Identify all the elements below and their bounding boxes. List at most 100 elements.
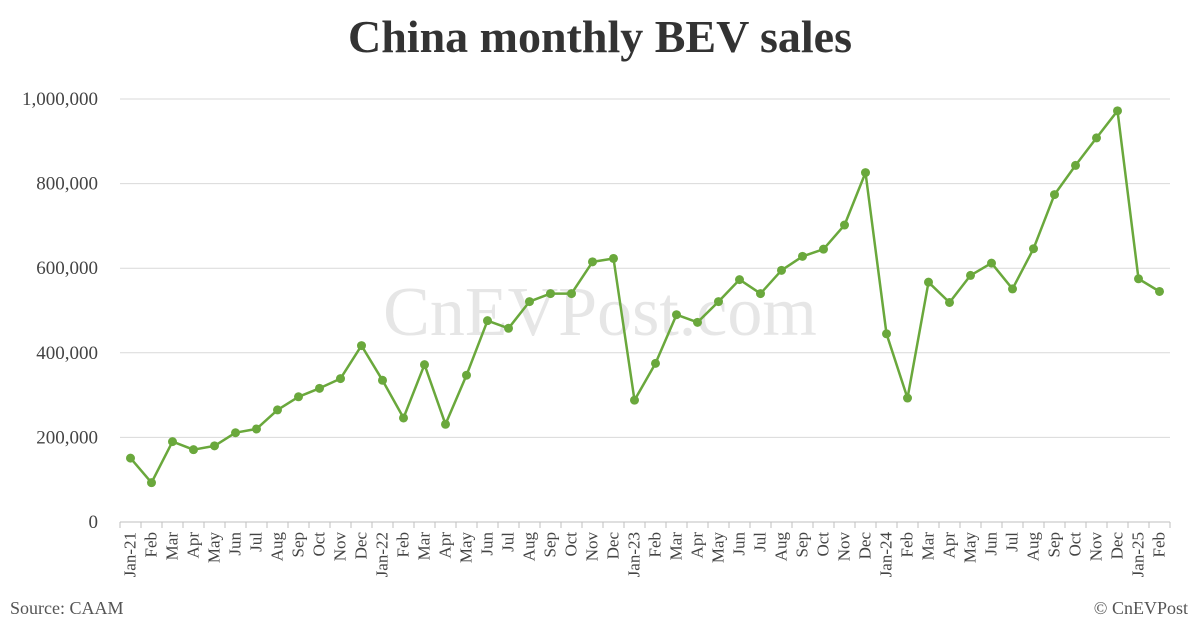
data-point <box>798 251 807 261</box>
data-point <box>882 329 891 339</box>
x-tick-label: Sep <box>793 532 812 558</box>
x-tick-label: Feb <box>898 532 917 558</box>
x-tick-label: May <box>961 532 980 564</box>
series-bev-sales <box>126 106 1164 488</box>
x-tick-label: Jan-24 <box>877 532 896 578</box>
data-point <box>252 424 261 434</box>
x-tick-label: Jan-22 <box>373 532 392 577</box>
data-point <box>504 323 513 333</box>
x-tick-label: Nov <box>331 532 350 562</box>
data-point <box>231 428 240 438</box>
y-tick-label: 800,000 <box>36 174 98 195</box>
x-tick-label: Oct <box>1066 532 1085 557</box>
data-point <box>1134 274 1143 284</box>
data-point <box>189 445 198 455</box>
x-tick-label: Apr <box>688 532 707 559</box>
x-tick-label: Aug <box>1024 532 1043 562</box>
x-tick-label: Sep <box>289 532 308 558</box>
y-tick-label: 600,000 <box>36 258 98 279</box>
x-tick-label: Jul <box>499 532 518 552</box>
x-tick-label: Apr <box>184 532 203 559</box>
x-tick-label: Dec <box>856 532 875 560</box>
x-tick-label: Sep <box>1045 532 1064 558</box>
data-point <box>147 478 156 488</box>
x-tick-label: May <box>457 532 476 564</box>
data-point <box>777 265 786 275</box>
watermark: CnEVPost.com <box>383 274 817 351</box>
x-tick-label: Feb <box>394 532 413 558</box>
data-point <box>378 375 387 385</box>
data-point <box>336 374 345 384</box>
x-tick-label: Jan-23 <box>625 532 644 577</box>
y-tick-label: 0 <box>89 512 99 533</box>
y-tick-label: 200,000 <box>36 427 98 448</box>
data-point <box>567 289 576 299</box>
x-tick-label: Dec <box>352 532 371 560</box>
x-tick-label: Jan-25 <box>1129 532 1148 577</box>
data-point <box>210 441 219 451</box>
y-tick-label: 1,000,000 <box>22 89 98 110</box>
data-point <box>1008 284 1017 294</box>
data-point <box>945 297 954 307</box>
y-axis: 1,000,000 800,000 600,000 400,000 200,000 0 <box>22 89 98 533</box>
chart-title: China monthly BEV sales <box>348 11 852 62</box>
x-tick-label: Dec <box>1108 532 1127 560</box>
x-tick-label: Apr <box>940 532 959 559</box>
x-tick-label: Apr <box>436 532 455 559</box>
data-point <box>819 244 828 254</box>
x-tick-label: Jul <box>1003 532 1022 552</box>
x-tick-label: May <box>709 532 728 564</box>
x-tick-label: Oct <box>562 532 581 557</box>
data-point <box>1113 106 1122 116</box>
data-point <box>630 395 639 405</box>
data-point <box>693 317 702 327</box>
data-point <box>987 258 996 268</box>
x-tick-label: Oct <box>310 532 329 557</box>
data-point <box>756 289 765 299</box>
x-tick-label: Nov <box>1087 532 1106 562</box>
x-tick-label: Nov <box>835 532 854 562</box>
data-point <box>462 370 471 380</box>
data-point <box>1155 286 1164 296</box>
x-tick-label: Feb <box>142 532 161 558</box>
data-point <box>483 316 492 326</box>
x-tick-label: Jul <box>751 532 770 552</box>
data-point <box>168 437 177 447</box>
source-note: Source: CAAM <box>10 598 124 618</box>
x-tick-label: Jun <box>730 532 749 556</box>
x-tick-label: Jun <box>478 532 497 556</box>
data-point <box>903 393 912 403</box>
x-tick-label: Mar <box>415 532 434 561</box>
data-point <box>294 392 303 402</box>
y-tick-label: 400,000 <box>36 343 98 364</box>
data-point <box>273 405 282 415</box>
data-point <box>126 453 135 463</box>
x-tick-label: Jun <box>226 532 245 556</box>
x-tick-label: Feb <box>1150 532 1169 558</box>
data-point <box>357 341 366 351</box>
x-tick-label: Mar <box>667 532 686 561</box>
data-point <box>546 289 555 299</box>
copyright-note: © CnEVPost <box>1094 598 1188 618</box>
x-tick-label: Nov <box>583 532 602 562</box>
data-point <box>420 360 429 370</box>
x-tick-label: Dec <box>604 532 623 560</box>
data-point <box>924 277 933 287</box>
data-point <box>735 275 744 285</box>
x-tick-label: Oct <box>814 532 833 557</box>
data-point <box>840 220 849 230</box>
data-point <box>441 419 450 429</box>
x-tick-label: Jan-21 <box>121 532 140 577</box>
data-point <box>1071 160 1080 170</box>
data-point <box>651 358 660 368</box>
data-point <box>525 297 534 307</box>
data-point <box>399 413 408 423</box>
data-point <box>714 297 723 307</box>
data-point <box>861 168 870 178</box>
x-axis: Jan-21 Feb Mar Apr May Jun Jul Aug Sep Oct Nov Dec J… <box>119 521 1171 578</box>
x-tick-label: Jun <box>982 532 1001 556</box>
data-point <box>609 253 618 263</box>
data-point <box>588 257 597 267</box>
x-tick-label: Feb <box>646 532 665 558</box>
data-point <box>1029 244 1038 254</box>
